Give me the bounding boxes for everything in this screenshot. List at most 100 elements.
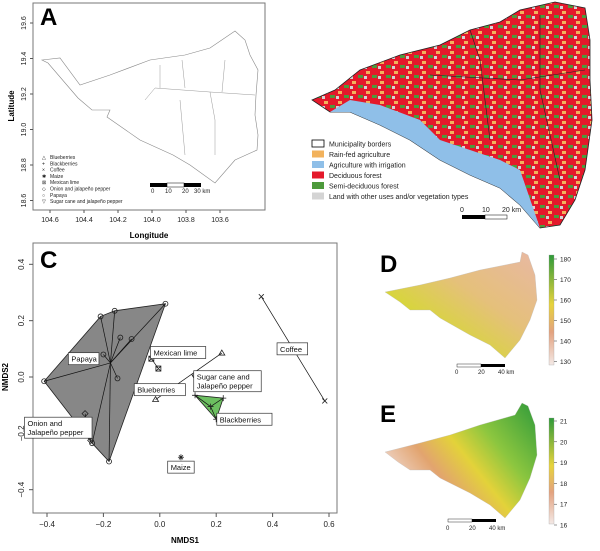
y-tick-label: −0.2 — [17, 425, 26, 441]
colorbar-label: 130 — [560, 359, 571, 366]
blueberries-label: Blueberries — [137, 386, 175, 395]
marker-papaya-point — [89, 440, 96, 447]
papaya-spider-line — [100, 316, 111, 363]
panel-c-xlabel: NMDS1 — [171, 536, 200, 545]
marker-papaya-point — [117, 334, 124, 341]
legend-item: Semi-deciduous forest — [329, 184, 399, 191]
marker-blueberries-point — [151, 395, 160, 402]
panel-e: E 21 20 19 18 17 16 0 20 40 km — [380, 401, 568, 532]
mexican-lime-label-box — [150, 346, 207, 359]
legend-swatch — [311, 139, 325, 148]
y-tick-label: 0.2 — [17, 315, 26, 327]
colorbar-label: 20 — [560, 439, 568, 446]
legend-item: Blueberries — [50, 155, 76, 161]
x-tick-label: 104.2 — [109, 217, 127, 224]
scale-label: 10 — [482, 207, 490, 214]
legend-item: Coffee — [50, 168, 65, 174]
legend-item: Agriculture with irrigation — [329, 163, 406, 170]
scale-label: 10 — [165, 189, 172, 195]
marker-papaya-point — [106, 458, 112, 465]
marker-coffee-point — [258, 293, 265, 300]
y-tick-label: 19.4 — [21, 52, 28, 66]
marker-coffee-point — [321, 398, 328, 404]
legend-item: Onion and jalapeño pepper — [50, 187, 111, 193]
legend-item: Papaya — [50, 193, 67, 199]
y-tick-label: 18.6 — [21, 194, 28, 208]
colorbar-label: 18 — [560, 481, 568, 488]
marker-papaya-point — [128, 336, 135, 342]
panel-a-xlabel: Longitude — [130, 231, 169, 240]
papaya-spider-line — [91, 362, 111, 444]
marker-papaya-point — [111, 307, 118, 314]
x-tick-label: 0.4 — [267, 520, 279, 529]
mexican-lime-label: Mexican lime — [154, 348, 198, 357]
papaya-spider-line — [110, 337, 121, 364]
legend-symbol-icon: + — [42, 161, 45, 167]
papaya-spider-line — [44, 362, 111, 382]
x-tick-label: −0.4 — [39, 520, 55, 529]
x-tick-label: 0.0 — [154, 520, 166, 529]
marker-blackberries-point — [220, 395, 227, 402]
panel-d-elevation-map — [384, 251, 538, 359]
colorbar-label: 16 — [560, 523, 568, 530]
x-tick-label: 104.4 — [75, 217, 93, 224]
sugar-cane-and-jalape-o-pepper-label: Sugar cane and Jalapeño pepper — [197, 373, 253, 391]
label-line: Mexican lime — [154, 348, 198, 357]
y-tick-label: 0.4 — [17, 258, 26, 270]
x-tick-label: 103.6 — [211, 217, 229, 224]
x-tick-label: 104.6 — [41, 217, 59, 224]
legend-item: Rain-fed agriculture — [329, 152, 390, 159]
marker-blackberries-point — [192, 392, 199, 399]
legend-item: Deciduous forest — [329, 173, 382, 180]
marker-papaya-point — [100, 351, 107, 358]
label-line: Papaya — [71, 355, 97, 364]
legend-item: Blackberries — [50, 161, 78, 167]
panel-c-ylabel: NMDS2 — [1, 362, 10, 391]
papaya-spider-line — [110, 310, 116, 363]
label-line: Maize — [171, 463, 191, 472]
marker-onion-and-jalape-o-pepper-point — [87, 436, 95, 444]
legend-swatch — [312, 182, 324, 189]
x-tick-label: 103.8 — [177, 217, 195, 224]
legend-swatch — [312, 192, 324, 200]
y-tick-label: −0.4 — [17, 481, 26, 497]
panel-d-letter: D — [380, 251, 397, 278]
scale-label: 30 km — [194, 189, 210, 195]
onion-and-jalape-o-pepper-label: Onion and Jalapeño pepper — [28, 419, 84, 437]
blackberries-spider-line — [210, 406, 217, 420]
panel-a-municipality-borders — [144, 59, 256, 156]
legend-item: Maize — [50, 174, 64, 180]
marker-papaya-point — [162, 300, 169, 307]
scale-label: 0 — [460, 207, 464, 214]
onion-and-jalape-o-pepper-label-box — [24, 416, 93, 439]
panel-a-scale-bar: 0 10 20 30 km — [150, 182, 210, 195]
y-tick-label: 19.6 — [21, 16, 28, 30]
label-line: Coffee — [280, 345, 302, 354]
panel-b-municipality-borders — [429, 15, 586, 181]
legend-item: Sugar cane and jalapeño pepper — [50, 199, 123, 205]
maize-label: Maize — [171, 463, 191, 472]
marker-onion-and-jalape-o-pepper-point — [81, 410, 89, 418]
colorbar-label: 160 — [560, 298, 571, 305]
label-line: Onion and — [28, 419, 63, 428]
scale-label: 20 — [478, 370, 485, 376]
scale-label: 20 — [469, 526, 476, 532]
legend-item: Mexican lime — [50, 180, 79, 186]
y-tick-label: 18.8 — [21, 158, 28, 172]
x-tick-label: −0.2 — [96, 520, 112, 529]
legend-symbol-icon: ▽ — [42, 199, 46, 205]
scale-label: 40 km — [489, 526, 505, 532]
coffee-label-box — [276, 342, 308, 356]
papaya-label: Papaya — [71, 355, 97, 364]
panel-d-scale-bar: 0 20 40 km — [455, 363, 514, 376]
legend-swatch — [312, 150, 324, 158]
legend-item: Land with other uses and/or vegetation t… — [329, 194, 469, 201]
panel-a-letter: A — [40, 4, 57, 31]
papaya-spider-line — [108, 362, 111, 462]
label-line: Blueberries — [137, 386, 175, 395]
legend-swatch — [312, 171, 324, 179]
coffee-label: Coffee — [280, 345, 302, 354]
scale-label: 0 — [446, 526, 450, 532]
